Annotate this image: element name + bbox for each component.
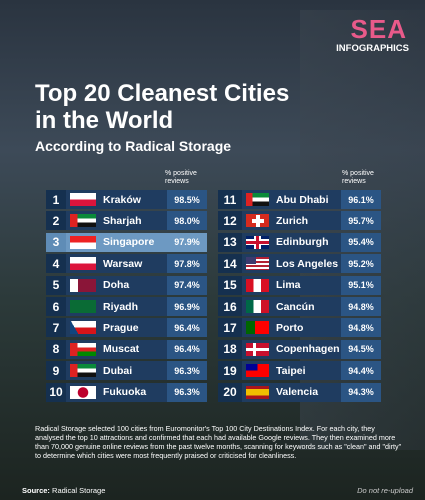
flag [70, 235, 96, 249]
city: Fukuoka [100, 382, 167, 402]
score: 96.9% [167, 297, 207, 316]
rank: 9 [46, 361, 66, 381]
brand-logo: SEA [350, 14, 407, 44]
rank: 11 [218, 190, 242, 209]
city: Copenhagen [273, 339, 341, 359]
flag [70, 278, 96, 292]
city: Lima [273, 275, 341, 295]
flag [246, 235, 269, 249]
footnote: Radical Storage selected 100 cities from… [35, 424, 402, 460]
score: 97.9% [167, 232, 207, 252]
score: 96.3% [167, 361, 207, 381]
city: Cancún [273, 297, 341, 316]
score: 94.8% [341, 297, 381, 316]
flag [70, 300, 96, 313]
source: Source: Radical Storage [22, 486, 105, 495]
flag [246, 278, 269, 292]
rank: 8 [46, 339, 66, 359]
flag [70, 364, 96, 378]
rank: 7 [46, 318, 66, 338]
flag [246, 321, 269, 335]
city: Valencia [273, 382, 341, 402]
score: 94.8% [341, 318, 381, 338]
rank: 15 [218, 275, 242, 295]
rank: 5 [46, 275, 66, 295]
flag [70, 214, 96, 228]
flag [246, 257, 269, 271]
flag [246, 193, 269, 206]
score: 97.8% [167, 254, 207, 274]
rank: 12 [218, 211, 242, 231]
brand-subtitle: INFOGRAPHICS [336, 43, 409, 54]
city: Kraków [100, 190, 167, 209]
city: Warsaw [100, 254, 167, 274]
rank: 3 [46, 232, 66, 252]
disclaimer: Do not re-upload [357, 486, 413, 495]
rank: 6 [46, 297, 66, 316]
city: Singapore [100, 232, 167, 252]
score: 98.0% [167, 211, 207, 231]
score: 95.2% [341, 254, 381, 274]
city: Edinburgh [273, 232, 341, 252]
city: Taipei [273, 361, 341, 381]
rank: 14 [218, 254, 242, 274]
city: Dubai [100, 361, 167, 381]
score: 96.4% [167, 339, 207, 359]
score: 94.4% [341, 361, 381, 381]
source-text: Radical Storage [52, 486, 106, 495]
rank: 13 [218, 232, 242, 252]
flag [70, 385, 96, 399]
rank: 19 [218, 361, 242, 381]
flag [70, 342, 96, 356]
city: Muscat [100, 339, 167, 359]
score: 97.4% [167, 275, 207, 295]
flag [246, 385, 269, 399]
score: 94.5% [341, 339, 381, 359]
flag [70, 321, 96, 335]
score: 98.5% [167, 190, 207, 209]
column-header: % positive reviews [342, 170, 374, 185]
flag [70, 193, 96, 206]
score: 95.7% [341, 211, 381, 231]
title: Top 20 Cleanest Cities in the World [35, 80, 290, 134]
city: Doha [100, 275, 167, 295]
city: Los Angeles [273, 254, 341, 274]
rank: 18 [218, 339, 242, 359]
column-header: % positive reviews [165, 170, 197, 185]
rank: 2 [46, 211, 66, 231]
flag [70, 257, 96, 271]
subtitle: According to Radical Storage [35, 138, 232, 154]
flag [246, 214, 269, 228]
score: 96.1% [341, 190, 381, 209]
rank: 4 [46, 254, 66, 274]
flag [246, 342, 269, 356]
rank: 16 [218, 297, 242, 316]
source-label: Source: [22, 486, 50, 495]
city: Sharjah [100, 211, 167, 231]
rank: 1 [46, 190, 66, 209]
city: Prague [100, 318, 167, 338]
flag [246, 300, 269, 313]
rank: 20 [218, 382, 242, 402]
score: 95.1% [341, 275, 381, 295]
city: Zurich [273, 211, 341, 231]
city: Riyadh [100, 297, 167, 316]
score: 96.3% [167, 382, 207, 402]
rank: 17 [218, 318, 242, 338]
rank: 10 [46, 382, 66, 402]
city: Abu Dhabi [273, 190, 341, 209]
flag [246, 364, 269, 378]
score: 94.3% [341, 382, 381, 402]
score: 96.4% [167, 318, 207, 338]
score: 95.4% [341, 232, 381, 252]
city: Porto [273, 318, 341, 338]
